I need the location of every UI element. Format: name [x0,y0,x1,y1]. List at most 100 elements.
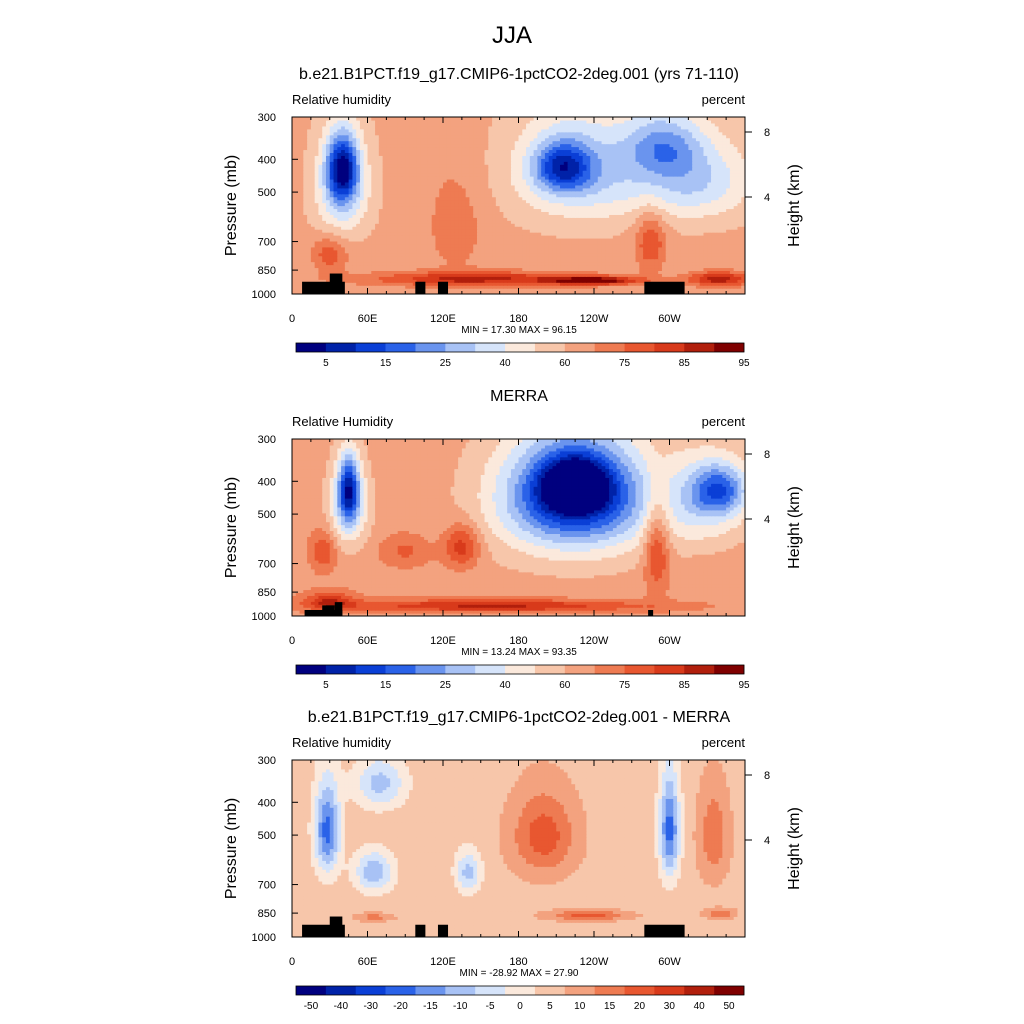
contour-cell [680,273,686,277]
contour-cell [405,184,410,189]
contour-cell [322,223,327,227]
contour-cell [737,240,742,245]
contour-cell [673,202,678,207]
contour-cell [518,202,523,207]
contour-cell [295,258,301,263]
contour-cell [431,193,437,198]
contour-cell [382,261,387,266]
contour-cell [624,190,629,195]
contour-cell [492,285,497,289]
contour-cell [344,178,350,183]
contour-cell [711,176,716,180]
contour-cell [594,285,599,289]
contour-cell [450,249,455,254]
contour-cell [310,240,316,245]
contour-cell [711,235,716,239]
contour-cell [650,232,656,236]
contour-cell [405,288,410,292]
contour-cell [575,196,580,201]
contour-cell [514,220,520,224]
contour-cell [703,240,708,245]
contour-cell [586,229,591,233]
contour-cell [563,240,569,245]
contour-cell [480,178,486,183]
contour-cell [348,235,354,239]
contour-cell [295,288,301,292]
contour-cell [416,220,421,224]
contour-cell [601,176,606,180]
contour-cell [661,184,667,189]
contour-cell [729,193,735,198]
contour-cell [458,249,463,254]
contour-cell [594,270,599,274]
contour-cell [401,176,406,180]
contour-cell [729,229,735,233]
contour-cell [344,264,350,269]
contour-cell [548,205,554,210]
contour-cell [699,217,705,221]
contour-cell [586,184,591,189]
contour-cell [620,237,625,242]
contour-cell [526,258,531,263]
contour-cell [597,264,603,269]
contour-cell [688,282,693,286]
contour-cell [386,190,391,195]
contour-cell [435,237,440,242]
contour-cell [601,279,606,283]
contour-cell [616,208,622,212]
contour-cell [420,220,425,224]
contour-cell [337,196,342,201]
contour-cell [537,291,542,294]
contour-cell [586,211,591,215]
contour-cell [726,232,731,236]
contour-cell [510,202,516,207]
contour-cell [560,270,565,274]
contour-cell [692,178,697,183]
contour-cell [741,229,745,233]
contour-cell [733,232,739,236]
contour-cell [446,240,452,245]
contour-cell [729,243,735,248]
contour-cell [510,199,516,204]
contour-cell [310,214,316,218]
contour-cell [733,267,739,271]
contour-cell [371,279,376,283]
contour-cell [741,232,745,236]
contour-cell [624,285,629,289]
contour-cell [303,229,308,233]
contour-cell [552,181,557,186]
contour-cell [699,229,705,233]
contour-cell [650,252,656,257]
contour-cell [397,270,403,274]
contour-cell [677,252,682,257]
contour-cell [695,202,701,207]
contour-cell [484,196,489,201]
contour-cell [344,187,350,192]
contour-cell [469,232,474,236]
contour-cell [401,264,406,269]
contour-cell [741,196,745,201]
contour-cell [643,246,648,251]
contour-cell [461,235,467,239]
contour-cell [571,229,576,233]
contour-cell [307,246,312,251]
contour-cell [375,288,380,292]
contour-cell [518,170,523,174]
contour-cell [303,187,308,192]
contour-cell [314,273,320,277]
contour-cell [605,252,610,257]
contour-cell [688,214,693,218]
contour-cell [450,199,455,204]
contour-cell [325,255,331,260]
contour-cell [356,229,361,233]
contour-cell [616,232,622,236]
contour-cell [375,252,380,257]
contour-cell [295,226,301,230]
contour-cell [560,178,565,183]
contour-cell [684,196,689,201]
contour-cell [409,270,414,274]
contour-cell [307,220,312,224]
contour-cell [359,276,365,280]
contour-cell [627,220,633,224]
contour-cell [631,273,637,277]
